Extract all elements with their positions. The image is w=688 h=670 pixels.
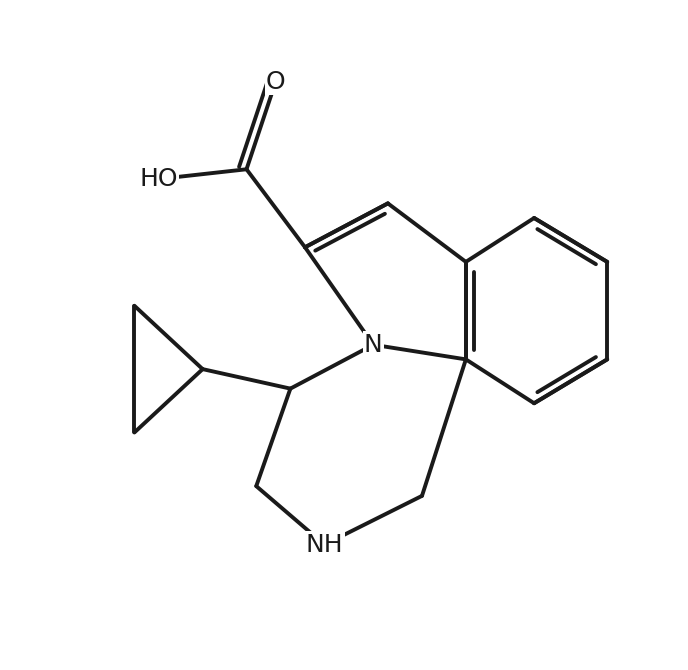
Text: NH: NH <box>305 533 343 557</box>
Text: HO: HO <box>140 167 178 191</box>
Text: O: O <box>266 70 286 94</box>
Text: N: N <box>364 333 383 356</box>
